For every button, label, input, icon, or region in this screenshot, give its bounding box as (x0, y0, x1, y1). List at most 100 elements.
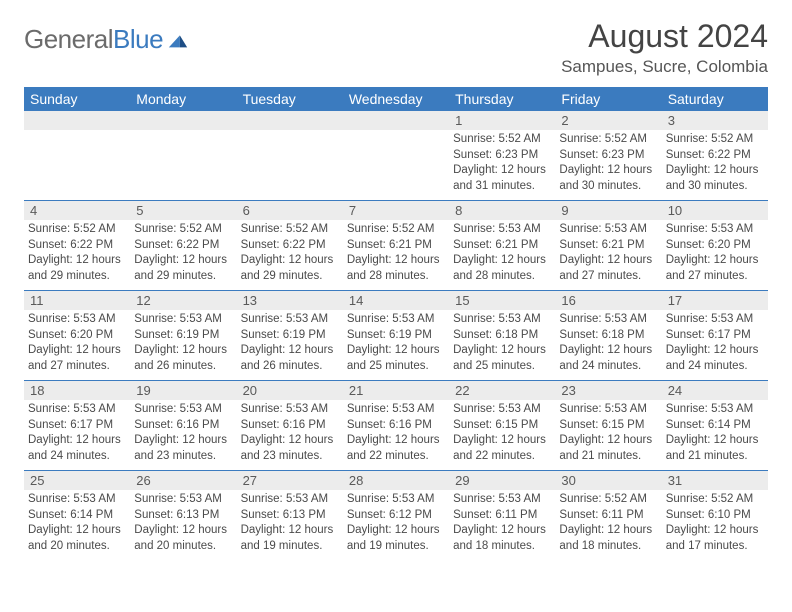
day-cell: Sunrise: 5:53 AMSunset: 6:19 PMDaylight:… (237, 310, 343, 381)
day-number-row: 25262728293031 (24, 471, 768, 490)
sunrise-text: Sunrise: 5:53 AM (28, 492, 126, 508)
sunset-text: Sunset: 6:23 PM (453, 148, 551, 164)
sunrise-text: Sunrise: 5:52 AM (666, 132, 764, 148)
day-cell: Sunrise: 5:53 AMSunset: 6:12 PMDaylight:… (343, 490, 449, 560)
sunset-text: Sunset: 6:19 PM (134, 328, 232, 344)
day-detail-row: Sunrise: 5:52 AMSunset: 6:22 PMDaylight:… (24, 220, 768, 291)
daylight-text: Daylight: 12 hours and 25 minutes. (347, 343, 445, 374)
day-number-row: 123 (24, 111, 768, 130)
daylight-text: Daylight: 12 hours and 30 minutes. (559, 163, 657, 194)
sunrise-text: Sunrise: 5:52 AM (559, 132, 657, 148)
sunrise-text: Sunrise: 5:53 AM (134, 492, 232, 508)
sunrise-text: Sunrise: 5:53 AM (453, 492, 551, 508)
day-cell: Sunrise: 5:52 AMSunset: 6:22 PMDaylight:… (130, 220, 236, 291)
day-cell: Sunrise: 5:52 AMSunset: 6:23 PMDaylight:… (449, 130, 555, 201)
day-header-row: Sunday Monday Tuesday Wednesday Thursday… (24, 87, 768, 111)
sunrise-text: Sunrise: 5:53 AM (666, 312, 764, 328)
sunset-text: Sunset: 6:13 PM (241, 508, 339, 524)
day-number: 14 (343, 291, 449, 310)
day-header: Sunday (24, 87, 130, 111)
sunrise-text: Sunrise: 5:53 AM (453, 222, 551, 238)
day-detail-row: Sunrise: 5:53 AMSunset: 6:20 PMDaylight:… (24, 310, 768, 381)
day-number-row: 11121314151617 (24, 291, 768, 310)
sunrise-text: Sunrise: 5:53 AM (28, 402, 126, 418)
day-cell (237, 130, 343, 201)
day-number: 8 (449, 201, 555, 220)
daylight-text: Daylight: 12 hours and 27 minutes. (28, 343, 126, 374)
day-cell: Sunrise: 5:53 AMSunset: 6:19 PMDaylight:… (130, 310, 236, 381)
day-number: 30 (555, 471, 661, 490)
sunset-text: Sunset: 6:13 PM (134, 508, 232, 524)
sunrise-text: Sunrise: 5:53 AM (241, 402, 339, 418)
sunset-text: Sunset: 6:21 PM (347, 238, 445, 254)
day-cell: Sunrise: 5:52 AMSunset: 6:22 PMDaylight:… (662, 130, 768, 201)
sunset-text: Sunset: 6:16 PM (347, 418, 445, 434)
day-cell: Sunrise: 5:52 AMSunset: 6:21 PMDaylight:… (343, 220, 449, 291)
day-cell (343, 130, 449, 201)
day-cell: Sunrise: 5:52 AMSunset: 6:23 PMDaylight:… (555, 130, 661, 201)
day-number: 10 (662, 201, 768, 220)
daylight-text: Daylight: 12 hours and 27 minutes. (559, 253, 657, 284)
day-header: Saturday (662, 87, 768, 111)
sunset-text: Sunset: 6:18 PM (453, 328, 551, 344)
day-cell: Sunrise: 5:52 AMSunset: 6:22 PMDaylight:… (24, 220, 130, 291)
day-cell: Sunrise: 5:53 AMSunset: 6:11 PMDaylight:… (449, 490, 555, 560)
day-number: 28 (343, 471, 449, 490)
day-cell: Sunrise: 5:53 AMSunset: 6:21 PMDaylight:… (555, 220, 661, 291)
sunset-text: Sunset: 6:21 PM (559, 238, 657, 254)
sunset-text: Sunset: 6:21 PM (453, 238, 551, 254)
sunset-text: Sunset: 6:20 PM (666, 238, 764, 254)
daylight-text: Daylight: 12 hours and 24 minutes. (559, 343, 657, 374)
sunrise-text: Sunrise: 5:53 AM (666, 222, 764, 238)
day-number: 29 (449, 471, 555, 490)
day-cell: Sunrise: 5:53 AMSunset: 6:18 PMDaylight:… (555, 310, 661, 381)
sunrise-text: Sunrise: 5:53 AM (134, 402, 232, 418)
day-number: 19 (130, 381, 236, 400)
day-cell: Sunrise: 5:53 AMSunset: 6:15 PMDaylight:… (449, 400, 555, 471)
sunrise-text: Sunrise: 5:53 AM (347, 402, 445, 418)
calendar-page: GeneralBlue August 2024 Sampues, Sucre, … (0, 0, 792, 612)
sunrise-text: Sunrise: 5:53 AM (134, 312, 232, 328)
day-header: Tuesday (237, 87, 343, 111)
sunrise-text: Sunrise: 5:53 AM (347, 492, 445, 508)
day-detail-row: Sunrise: 5:53 AMSunset: 6:17 PMDaylight:… (24, 400, 768, 471)
sunrise-text: Sunrise: 5:53 AM (453, 312, 551, 328)
sunset-text: Sunset: 6:16 PM (134, 418, 232, 434)
sunset-text: Sunset: 6:22 PM (28, 238, 126, 254)
day-number: 3 (662, 111, 768, 130)
sunset-text: Sunset: 6:23 PM (559, 148, 657, 164)
day-cell: Sunrise: 5:53 AMSunset: 6:17 PMDaylight:… (662, 310, 768, 381)
day-cell (24, 130, 130, 201)
daylight-text: Daylight: 12 hours and 24 minutes. (28, 433, 126, 464)
daylight-text: Daylight: 12 hours and 18 minutes. (559, 523, 657, 554)
sunset-text: Sunset: 6:20 PM (28, 328, 126, 344)
daylight-text: Daylight: 12 hours and 31 minutes. (453, 163, 551, 194)
day-number (24, 111, 130, 130)
daylight-text: Daylight: 12 hours and 21 minutes. (559, 433, 657, 464)
daylight-text: Daylight: 12 hours and 28 minutes. (453, 253, 551, 284)
daylight-text: Daylight: 12 hours and 19 minutes. (347, 523, 445, 554)
daylight-text: Daylight: 12 hours and 27 minutes. (666, 253, 764, 284)
day-cell: Sunrise: 5:53 AMSunset: 6:13 PMDaylight:… (237, 490, 343, 560)
day-number (237, 111, 343, 130)
daylight-text: Daylight: 12 hours and 18 minutes. (453, 523, 551, 554)
sunset-text: Sunset: 6:12 PM (347, 508, 445, 524)
sunset-text: Sunset: 6:15 PM (559, 418, 657, 434)
day-cell: Sunrise: 5:53 AMSunset: 6:15 PMDaylight:… (555, 400, 661, 471)
day-number: 23 (555, 381, 661, 400)
day-cell: Sunrise: 5:53 AMSunset: 6:16 PMDaylight:… (130, 400, 236, 471)
day-number: 22 (449, 381, 555, 400)
sunrise-text: Sunrise: 5:53 AM (559, 402, 657, 418)
daylight-text: Daylight: 12 hours and 23 minutes. (134, 433, 232, 464)
daylight-text: Daylight: 12 hours and 29 minutes. (28, 253, 126, 284)
sunset-text: Sunset: 6:19 PM (347, 328, 445, 344)
day-number: 24 (662, 381, 768, 400)
day-number: 11 (24, 291, 130, 310)
day-number: 16 (555, 291, 661, 310)
day-cell: Sunrise: 5:53 AMSunset: 6:21 PMDaylight:… (449, 220, 555, 291)
day-number: 18 (24, 381, 130, 400)
sunset-text: Sunset: 6:22 PM (666, 148, 764, 164)
day-cell: Sunrise: 5:53 AMSunset: 6:19 PMDaylight:… (343, 310, 449, 381)
title-block: August 2024 Sampues, Sucre, Colombia (561, 18, 768, 77)
day-header: Monday (130, 87, 236, 111)
